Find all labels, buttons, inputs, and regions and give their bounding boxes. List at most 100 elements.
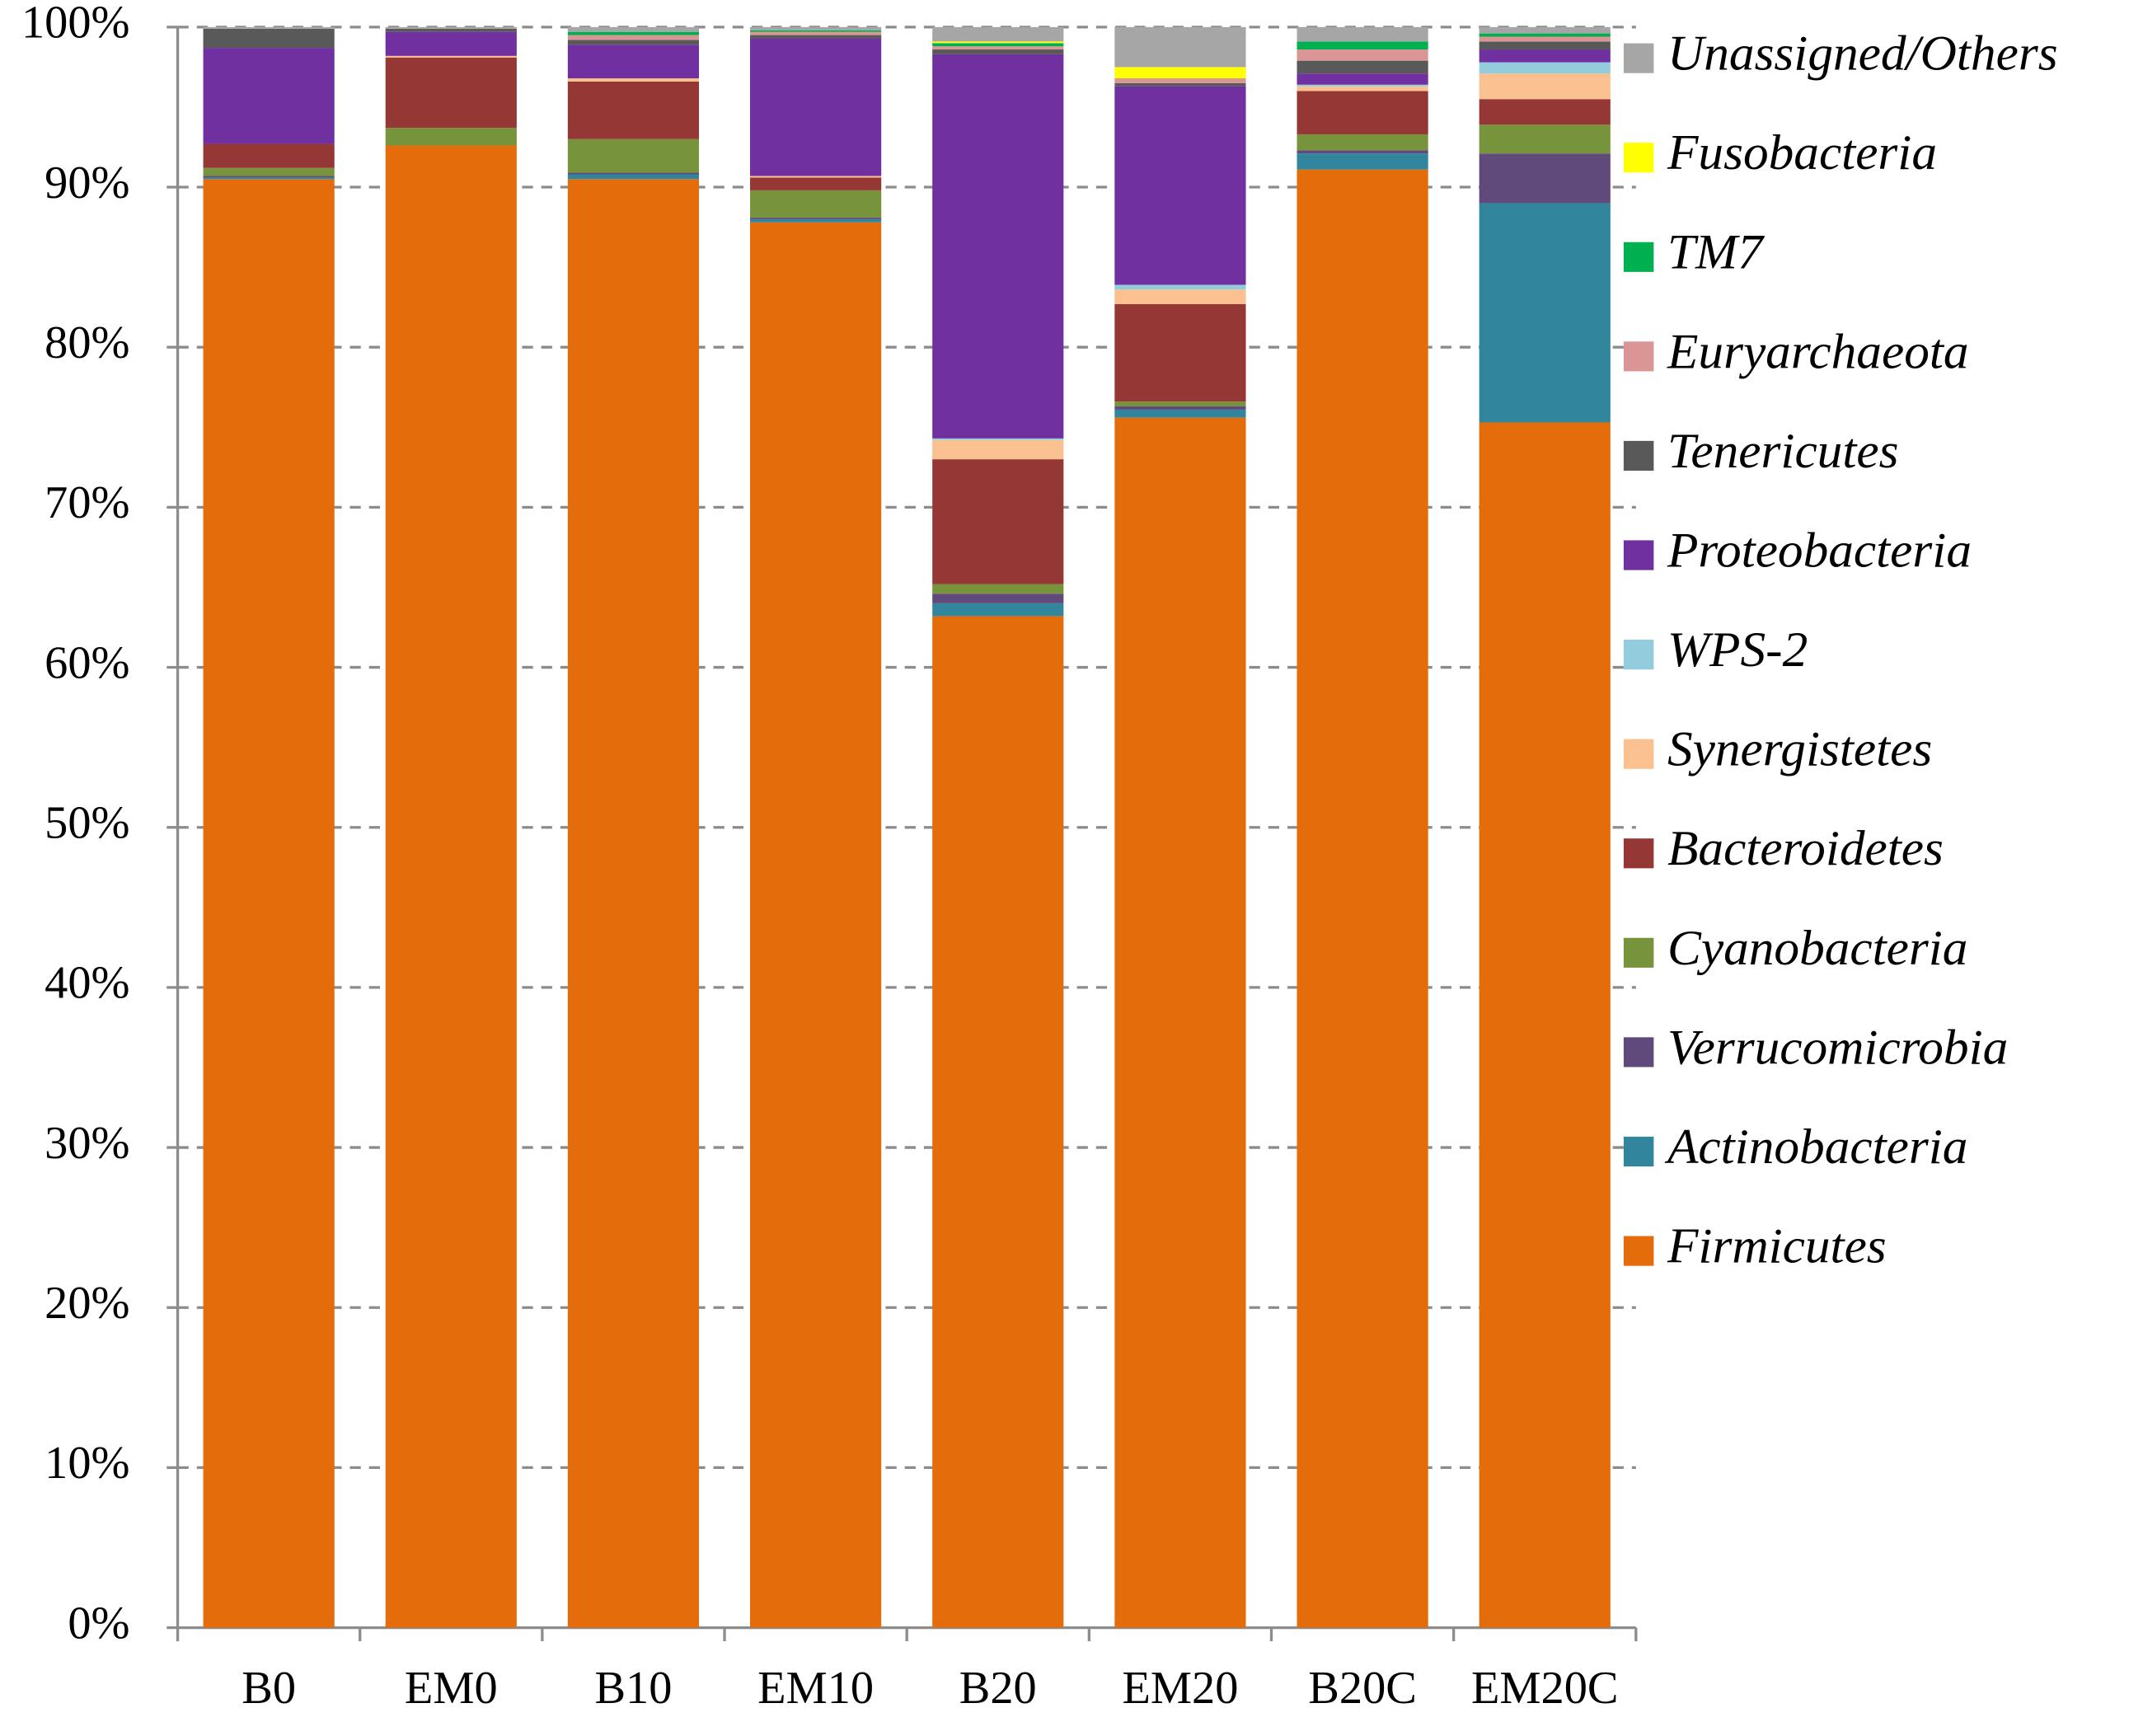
- y-tick-label: 40%: [45, 958, 129, 1009]
- bar-segment: [932, 594, 1064, 603]
- bar-segment: [567, 172, 700, 175]
- y-tick-label: 70%: [45, 477, 129, 528]
- x-tick-label: EM0: [405, 1663, 498, 1714]
- bar-segment: [1114, 401, 1246, 407]
- bar-segment: [1479, 422, 1611, 1628]
- bar-segment: [385, 31, 517, 56]
- bar-segment: [1297, 86, 1428, 91]
- bar-segment: [1479, 26, 1611, 34]
- bar-segment: [385, 55, 517, 58]
- bar-segment: [567, 81, 700, 139]
- bar-segment: [1479, 153, 1611, 204]
- legend-swatch: [1623, 739, 1654, 769]
- x-tick-label: B20: [959, 1663, 1037, 1714]
- legend-label: Tenericutes: [1667, 424, 1899, 479]
- bar-segment: [750, 217, 882, 219]
- bar-segment: [750, 26, 882, 30]
- legend-label: TM7: [1667, 225, 1765, 280]
- bar-segment: [750, 218, 882, 223]
- bar-segment: [1114, 409, 1246, 418]
- legend-swatch: [1623, 1236, 1654, 1266]
- bar-segment: [932, 43, 1064, 47]
- legend-swatch: [1623, 937, 1654, 968]
- bar-segment: [1114, 82, 1246, 87]
- bar-segment: [932, 54, 1064, 439]
- y-tick-label: 50%: [45, 798, 129, 849]
- bar-segment: [567, 35, 700, 40]
- bar-segment: [932, 26, 1064, 42]
- y-tick-label: 10%: [45, 1438, 129, 1489]
- bar-segment: [750, 222, 882, 1628]
- y-tick-label: 30%: [45, 1118, 129, 1169]
- y-tick-label: 90%: [45, 157, 129, 209]
- bar-segment: [750, 177, 882, 190]
- bar-segment: [750, 190, 882, 218]
- bar-segment: [1297, 73, 1428, 85]
- bar-segment: [1479, 49, 1611, 63]
- bar-segment: [750, 38, 882, 176]
- legend-swatch: [1623, 640, 1654, 670]
- bar-segment: [567, 174, 700, 180]
- bar-segment: [567, 45, 700, 78]
- bar-segment: [1297, 169, 1428, 1628]
- bar-segment: [1114, 289, 1246, 304]
- bar-segment: [1479, 62, 1611, 74]
- bar-segment: [1297, 84, 1428, 87]
- legend-label: Actinobacteria: [1664, 1119, 1968, 1175]
- legend-label: Verrucomicrobia: [1667, 1020, 2008, 1076]
- bar-segment: [385, 57, 517, 129]
- legend-swatch: [1623, 1037, 1654, 1067]
- bar-segment: [750, 35, 882, 39]
- bar-segment: [932, 459, 1064, 584]
- legend-swatch: [1623, 242, 1654, 272]
- bar-segment: [567, 26, 700, 32]
- bar-segment: [1479, 41, 1611, 50]
- bar-segment: [1114, 406, 1246, 410]
- bar-segment: [203, 167, 335, 176]
- legend-label: Proteobacteria: [1667, 523, 1972, 579]
- legend-swatch: [1623, 838, 1654, 869]
- bar-segment: [1479, 73, 1611, 100]
- bar-segment: [385, 28, 517, 32]
- legend-label: Cyanobacteria: [1667, 921, 1968, 976]
- y-tick-label: 80%: [45, 317, 129, 368]
- bar-segment: [932, 603, 1064, 617]
- bar-segment: [203, 26, 335, 29]
- bar-segment: [1479, 124, 1611, 154]
- legend-label: Synergistetes: [1667, 722, 1932, 777]
- bar-segment: [567, 138, 700, 173]
- legend-swatch: [1623, 43, 1654, 73]
- bar-segment: [1297, 91, 1428, 134]
- bar-segment: [1479, 33, 1611, 37]
- bar-segment: [932, 584, 1064, 594]
- legend-swatch: [1623, 540, 1654, 570]
- legend-label: Firmicutes: [1667, 1219, 1887, 1274]
- bar-segment: [1479, 99, 1611, 125]
- bar-segment: [385, 128, 517, 146]
- bar-segment: [1297, 49, 1428, 61]
- bar-segment: [750, 176, 882, 178]
- x-tick-label: B0: [241, 1663, 296, 1714]
- y-tick-label: 100%: [21, 0, 130, 49]
- bar-segment: [1297, 41, 1428, 50]
- y-tick-label: 0%: [68, 1598, 129, 1649]
- legend-label: Fusobacteria: [1667, 125, 1937, 181]
- legend-swatch: [1623, 440, 1654, 472]
- bar-segment: [567, 31, 700, 35]
- bar-segment: [1297, 150, 1428, 154]
- bar-segment: [1114, 303, 1246, 402]
- bar-segment: [1114, 284, 1246, 290]
- bar-segment: [932, 438, 1064, 440]
- bar-segment: [932, 616, 1064, 1628]
- bar-segment: [203, 176, 335, 178]
- y-tick-label: 20%: [45, 1278, 129, 1329]
- legend-swatch: [1623, 143, 1654, 173]
- bar-segment: [203, 177, 335, 180]
- bar-segment: [203, 179, 335, 1628]
- bar-segment: [750, 31, 882, 35]
- x-tick-label: B20C: [1308, 1663, 1417, 1714]
- bar-segment: [1114, 417, 1246, 1628]
- bar-segment: [1114, 26, 1246, 68]
- x-tick-label: EM10: [757, 1663, 874, 1714]
